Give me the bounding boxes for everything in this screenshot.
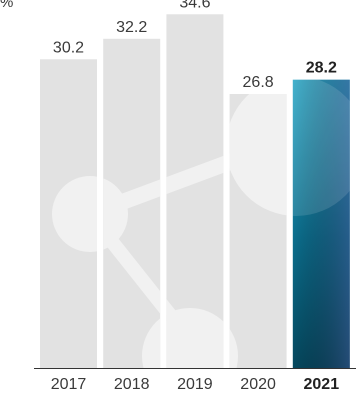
watermark-node-1 <box>52 176 128 252</box>
value-label-2021: 28.2 <box>306 60 337 77</box>
watermark-node-3 <box>226 76 287 216</box>
category-label-2021: 2021 <box>304 376 340 393</box>
value-label-2020: 26.8 <box>243 74 274 91</box>
bar-2021-shade <box>292 79 350 368</box>
category-label-2020: 2020 <box>240 376 276 393</box>
category-label-2017: 2017 <box>51 376 87 393</box>
x-axis: 2017 2018 2019 2020 2021 <box>34 368 356 393</box>
value-label-2018: 32.2 <box>116 19 147 36</box>
category-label-2019: 2019 <box>177 376 213 393</box>
highlight-watermark-node <box>292 79 350 216</box>
highlight-watermark-decoration <box>292 79 350 216</box>
category-label-2018: 2018 <box>114 376 150 393</box>
value-labels-layer: 30.2 32.2 34.6 26.8 28.2 <box>53 0 337 91</box>
value-label-2017: 30.2 <box>53 39 84 56</box>
watermark-decoration <box>52 76 287 369</box>
y-axis-unit: % <box>0 0 14 11</box>
value-label-2019: 34.6 <box>179 0 210 11</box>
